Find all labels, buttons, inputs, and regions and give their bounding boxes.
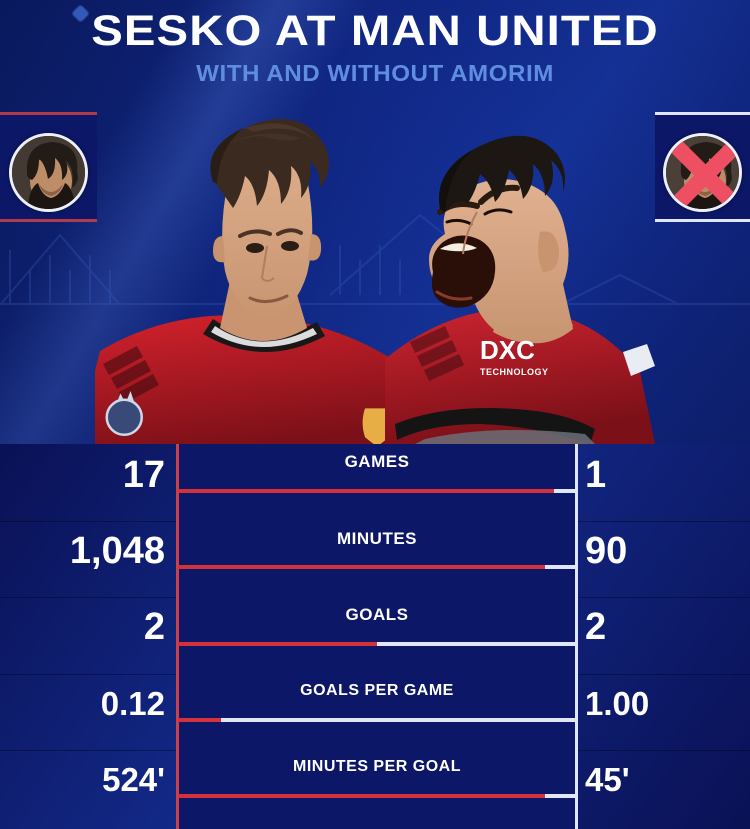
svg-text:DXC: DXC bbox=[480, 335, 535, 365]
svg-text:TECHNOLOGY: TECHNOLOGY bbox=[480, 367, 549, 377]
